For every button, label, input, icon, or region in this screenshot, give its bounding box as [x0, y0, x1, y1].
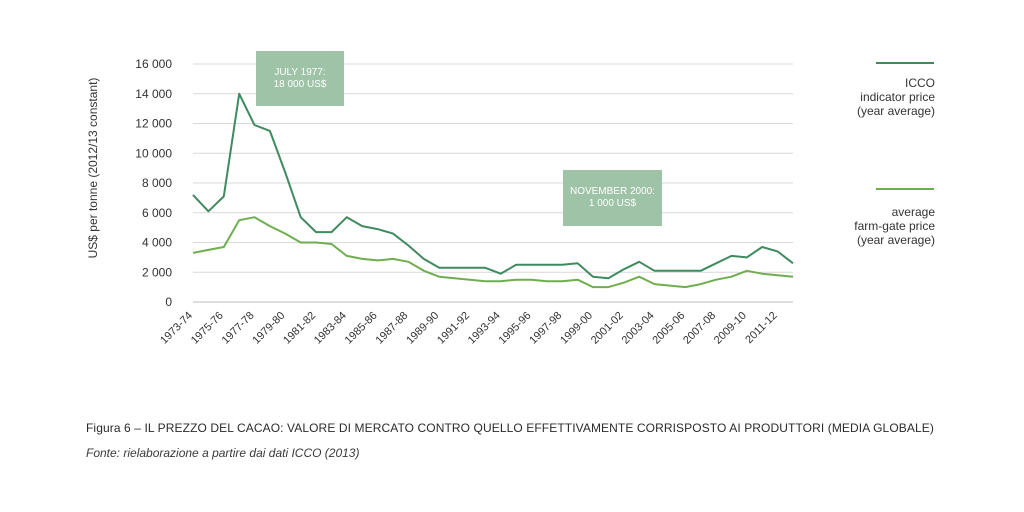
x-tick-label: 1991-92: [435, 310, 472, 347]
annotation-july-1977-line2: 18 000 US$: [273, 78, 327, 90]
annotation-november-2000-line1: NOVEMBER 2000:: [569, 186, 656, 197]
legend-icco-line1: ICCO: [905, 76, 935, 90]
x-tick-label: 2005-06: [650, 310, 687, 347]
y-tick-label: 4 000: [142, 236, 172, 250]
y-tick-label: 2 000: [142, 265, 172, 279]
x-axis-tick-labels: 1973-741975-761977-781979-801981-821983-…: [158, 310, 780, 347]
series-line-farmgate: [192, 216, 794, 289]
annotation-november-2000-line2: 1 000 US$: [588, 198, 637, 209]
x-tick-label: 1993-94: [466, 310, 503, 347]
annotation-november-2000: NOVEMBER 2000: 1 000 US$: [563, 170, 662, 226]
legend-farmgate-swatch: [876, 188, 934, 190]
y-axis-tick-labels: 0 2 000 4 000 6 000 8 000 10 000 12 000 14 000 1…: [135, 57, 172, 309]
x-tick-label: 1989-90: [404, 310, 441, 347]
series-line-icco: [192, 92, 794, 280]
x-tick-label: 1977-78: [220, 310, 257, 347]
legend-farmgate-line2: farm-gate price: [854, 219, 935, 233]
y-tick-label: 12 000: [135, 117, 172, 131]
series-lines: [192, 92, 794, 289]
x-tick-label: 1997-98: [527, 310, 564, 347]
x-tick-label: 1981-82: [281, 310, 318, 347]
x-tick-label: 2009-10: [712, 310, 749, 347]
x-tick-label: 1973-74: [158, 310, 195, 347]
legend-icco-line3: (year average): [856, 104, 935, 118]
x-tick-label: 1983-84: [312, 310, 349, 347]
gridlines: [193, 63, 793, 303]
x-tick-label: 1985-86: [343, 310, 380, 347]
legend-farmgate-label: average farm-gate price (year average): [775, 205, 935, 247]
figure-source: Fonte: rielaborazione a partire dai dati…: [86, 446, 360, 460]
figure-caption: Figura 6 – IL PREZZO DEL CACAO: VALORE D…: [86, 421, 934, 435]
x-tick-label: 1987-88: [373, 310, 410, 347]
annotation-july-1977: JULY 1977: 18 000 US$: [256, 51, 344, 106]
legend-icco-swatch: [876, 62, 934, 64]
y-tick-label: 10 000: [135, 146, 172, 160]
x-tick-label: 1975-76: [189, 310, 226, 347]
x-tick-label: 2007-08: [681, 310, 718, 347]
legend-icco-label: ICCO indicator price (year average): [775, 76, 935, 118]
x-tick-label: 2011-12: [743, 310, 779, 346]
y-tick-label: 6 000: [142, 206, 172, 220]
x-tick-label: 1999-00: [558, 310, 595, 347]
x-tick-label: 1979-80: [250, 310, 287, 347]
x-tick-label: 1995-96: [497, 310, 534, 347]
x-tick-label: 2001-02: [589, 310, 626, 347]
y-tick-label: 8 000: [142, 176, 172, 190]
x-tick-label: 2003-04: [620, 310, 657, 347]
y-axis-title: US$ per tonne (2012/13 constant): [86, 78, 100, 259]
legend-icco-line2: indicator price: [860, 90, 935, 104]
y-tick-label: 0: [165, 295, 172, 309]
legend-farmgate-line3: (year average): [856, 233, 935, 247]
annotation-july-1977-line1: JULY 1977:: [274, 66, 326, 78]
y-tick-label: 14 000: [135, 87, 172, 101]
y-tick-label: 16 000: [135, 57, 172, 71]
legend-farmgate-line1: average: [891, 205, 935, 219]
